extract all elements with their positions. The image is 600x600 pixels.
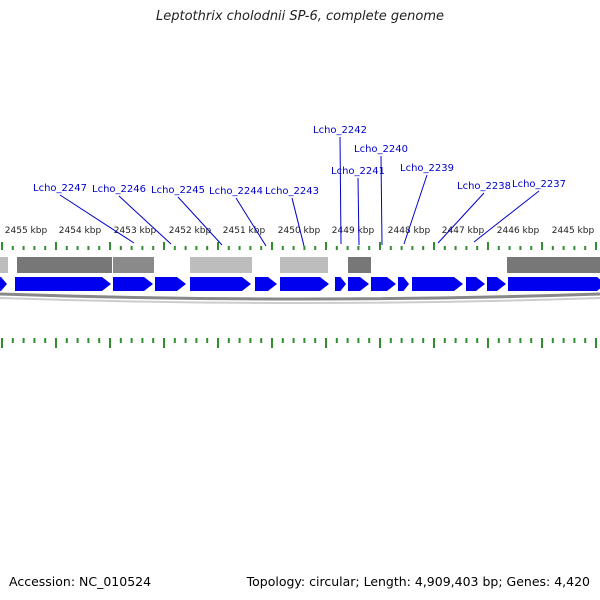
gene-arrow [466,277,485,291]
accession-text: Accession: NC_010524 [9,574,152,589]
callout-line [235,197,267,247]
gene-arrows [0,277,600,291]
gene-arrow [255,277,277,291]
feature-bar [17,257,112,273]
callout-line [403,174,428,245]
gene-arrow [190,277,251,291]
gene-arrow [412,277,463,291]
kbp-label: 2449 kbp [332,226,375,236]
kbp-label: 2450 kbp [278,226,321,236]
feature-bar [280,257,328,273]
kbp-label: 2446 kbp [497,226,540,236]
gene-label: Lcho_2245 [151,185,205,196]
callout-line [473,190,540,243]
gene-label: Lcho_2240 [354,144,408,155]
gene-arrow [398,277,409,291]
gene-label: Lcho_2246 [92,184,146,195]
gene-label: Lcho_2239 [400,163,454,174]
callout-line [380,155,383,246]
gene-arrow [15,277,111,291]
feature-bar [0,257,8,273]
gene-arrow [487,277,506,291]
gene-label: Lcho_2243 [265,186,319,197]
kbp-label: 2452 kbp [169,226,212,236]
backbone-line [0,292,600,301]
kbp-scale-labels: 2455 kbp 2454 kbp 2453 kbp 2452 kbp 2451 kbp… [5,226,595,236]
callout-line [291,197,305,247]
gene-label: Lcho_2241 [331,166,385,177]
feature-bars [0,257,600,273]
callout-line [59,194,135,244]
minor-ticks-top [1,242,597,250]
kbp-label: 2451 kbp [223,226,266,236]
kbp-label: 2447 kbp [442,226,485,236]
kbp-label: 2453 kbp [114,226,157,236]
gene-label: Lcho_2237 [512,179,566,190]
callout-line [437,192,485,244]
genome-summary-text: Topology: circular; Length: 4,909,403 bp… [246,574,590,589]
gene-arrow [155,277,186,291]
gene-arrow [335,277,346,291]
callout-line [118,195,172,245]
gene-arrow [113,277,153,291]
feature-bar [190,257,252,273]
map-title: Leptothrix cholodnii SP-6, complete geno… [156,9,444,24]
gene-arrow [280,277,329,291]
kbp-label: 2445 kbp [552,226,595,236]
gene-arrow [348,277,369,291]
gene-arrow [0,277,7,291]
feature-bar [348,257,371,273]
callout-line [177,196,223,246]
kbp-label: 2454 kbp [59,226,102,236]
gene-arrow [508,277,600,291]
gene-label: Lcho_2247 [33,183,87,194]
minor-ticks-bottom [1,338,597,348]
feature-bar [113,257,154,273]
gene-arrow [371,277,396,291]
gene-label: Lcho_2242 [313,125,367,136]
callout-line [339,136,342,245]
kbp-label: 2455 kbp [5,226,48,236]
feature-bar [507,257,600,273]
kbp-label: 2448 kbp [388,226,431,236]
backbone-shadow [0,297,600,304]
callout-line [357,177,360,246]
gene-label: Lcho_2244 [209,186,263,197]
gene-callouts: Lcho_2247 Lcho_2246 Lcho_2245 Lcho_2244 Lcho… [33,125,566,247]
gene-label: Lcho_2238 [457,181,511,192]
